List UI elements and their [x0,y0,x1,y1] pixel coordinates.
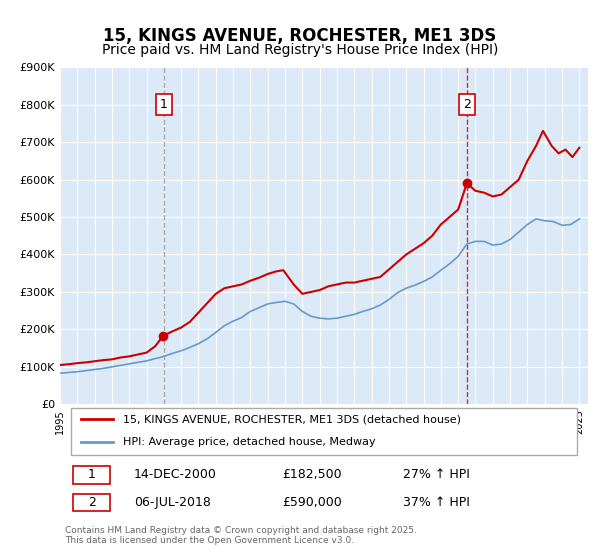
Text: £590,000: £590,000 [282,496,341,509]
Text: 2: 2 [463,98,471,111]
FancyBboxPatch shape [71,408,577,455]
Text: 37% ↑ HPI: 37% ↑ HPI [403,496,470,509]
FancyBboxPatch shape [73,493,110,511]
Text: 1: 1 [160,98,168,111]
Text: £182,500: £182,500 [282,468,341,482]
Text: 15, KINGS AVENUE, ROCHESTER, ME1 3DS: 15, KINGS AVENUE, ROCHESTER, ME1 3DS [103,27,497,45]
Text: Contains HM Land Registry data © Crown copyright and database right 2025.
This d: Contains HM Land Registry data © Crown c… [65,526,417,545]
Text: HPI: Average price, detached house, Medway: HPI: Average price, detached house, Medw… [124,437,376,447]
Text: Price paid vs. HM Land Registry's House Price Index (HPI): Price paid vs. HM Land Registry's House … [102,44,498,58]
Text: 15, KINGS AVENUE, ROCHESTER, ME1 3DS (detached house): 15, KINGS AVENUE, ROCHESTER, ME1 3DS (de… [124,414,461,424]
Text: 1: 1 [88,468,95,482]
Text: 27% ↑ HPI: 27% ↑ HPI [403,468,470,482]
Text: 14-DEC-2000: 14-DEC-2000 [134,468,217,482]
Text: 06-JUL-2018: 06-JUL-2018 [134,496,211,509]
FancyBboxPatch shape [73,466,110,484]
Text: 2: 2 [88,496,95,509]
